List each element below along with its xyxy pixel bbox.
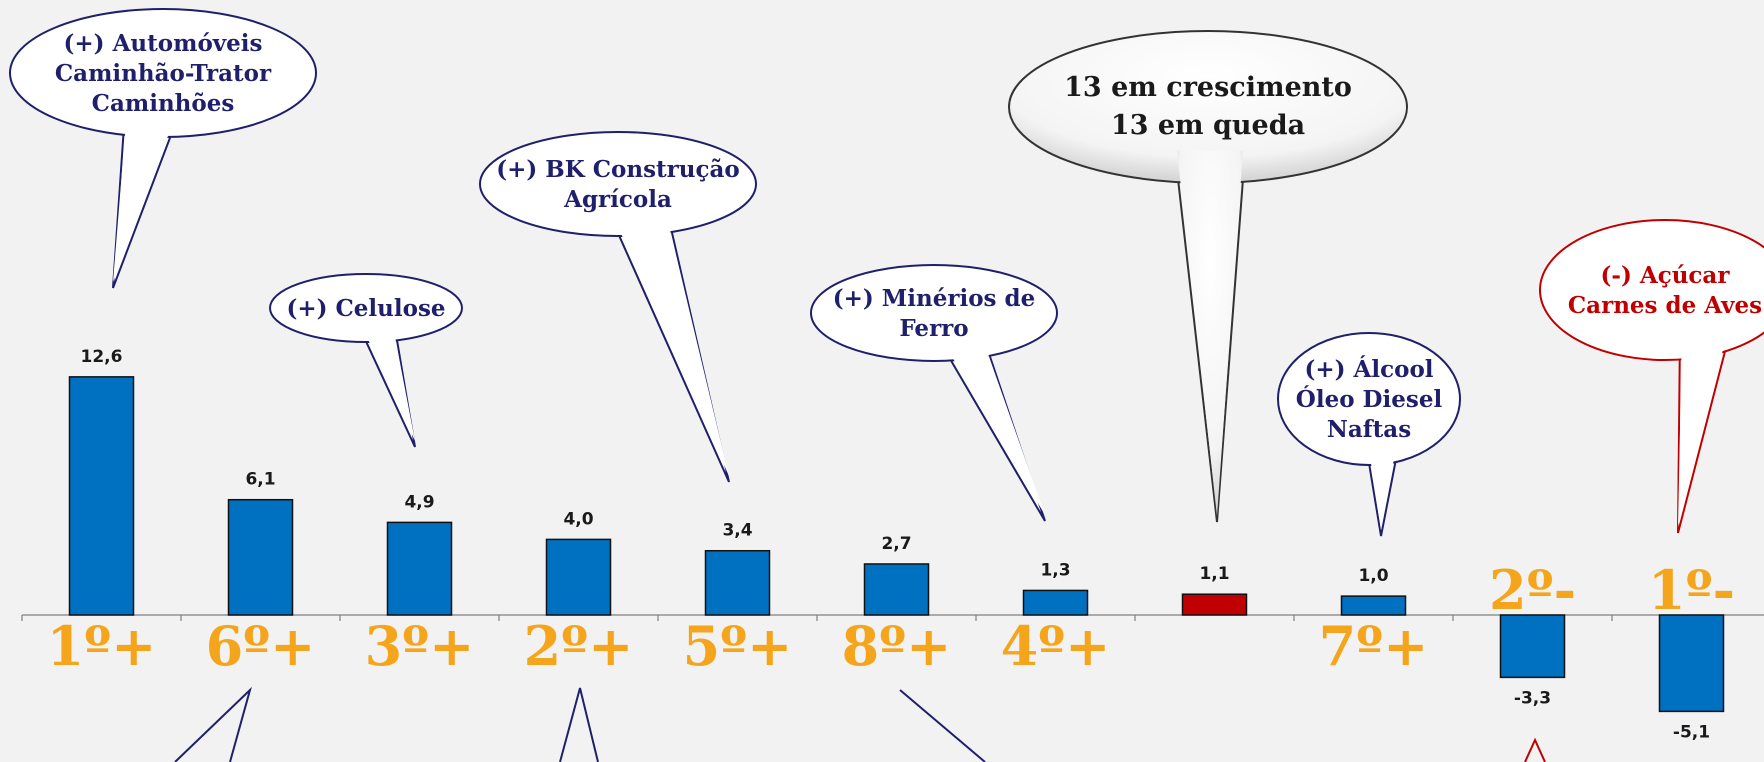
rank-label: 3º+ (365, 614, 475, 678)
data-label: 3,4 (722, 521, 752, 541)
bar (386, 521, 453, 616)
annotation-callout: (-) Açúcar Carnes de Aves (1539, 219, 1764, 534)
data-label: 12,6 (81, 347, 123, 367)
bar (1499, 614, 1566, 679)
callout-bubble (1277, 332, 1461, 466)
callout-pointer-fill (612, 213, 729, 476)
callout-pointer-fill (1177, 150, 1243, 516)
callout-bubble (810, 264, 1058, 362)
callout-pointer-fill (1367, 436, 1398, 530)
annotation-callout: (+) Celulose (269, 273, 463, 448)
callout-bubble (1539, 219, 1764, 361)
bar (1181, 593, 1248, 616)
summary-callout: 13 em crescimento 13 em queda (1008, 30, 1408, 523)
data-label: 4,0 (563, 509, 593, 529)
value-labels: 12,6 6,1 4,9 4,0 3,4 2,7 1,3 1,1 1,0 -3,3 -5,1 (81, 347, 1711, 743)
callout-text: (+) BK Construção (496, 156, 740, 183)
callout-pointer-fill (942, 339, 1045, 515)
rank-label: 1º- (1648, 558, 1735, 622)
callout-text: Agrícola (563, 186, 672, 213)
rank-label: 4º+ (1001, 614, 1111, 678)
bars (68, 376, 1725, 713)
callout-text: (+) Álcool (1304, 356, 1433, 383)
data-label: 6,1 (245, 470, 275, 490)
callout-text: 13 em crescimento (1064, 72, 1352, 103)
callout-text: Carnes de Aves (1568, 292, 1762, 319)
bar (1340, 595, 1407, 616)
annotation-callout: (+) BK Construção Agrícola (479, 131, 757, 483)
rank-label: 7º+ (1319, 614, 1429, 678)
bar (68, 376, 135, 616)
callout-text: Naftas (1327, 416, 1411, 443)
callouts: (+) AutomóveisCaminhão-TratorCaminhões(+… (9, 8, 1764, 537)
rank-label: 5º+ (683, 614, 793, 678)
callout-bubble (269, 273, 463, 343)
bar (1022, 589, 1089, 616)
callout-text: Caminhões (92, 90, 235, 117)
annotation-callout: (+) Automóveis Caminhão-Trator Caminhões (9, 8, 317, 289)
annotation-callout: (+) Álcool Óleo Diesel Naftas (1277, 332, 1461, 537)
bar (227, 498, 294, 616)
rank-label: 1º+ (47, 614, 157, 678)
callout-pointer (899, 689, 986, 762)
callout-text: (+) Automóveis (64, 30, 263, 57)
rank-label: 8º+ (842, 614, 952, 678)
callout-pointer-fill (1678, 330, 1728, 527)
callout-pointer-fill (362, 326, 415, 441)
callout-pointer (1524, 737, 1546, 762)
data-label: 1,3 (1040, 560, 1070, 580)
bar (863, 563, 930, 616)
data-label: 2,7 (881, 534, 911, 554)
callout-pointer-fill (113, 109, 178, 283)
callout-bubble (479, 131, 757, 237)
rank-labels: 1º+ 6º+ 3º+ 2º+ 5º+ 8º+ 4º+ 7º+ 2º- 1º- (47, 558, 1735, 678)
callout-text: (+) Minérios de (833, 285, 1035, 312)
callout-text: 13 em queda (1111, 110, 1305, 141)
callout-pointer (559, 687, 599, 762)
callout-pointer (174, 686, 252, 762)
callout-text: (+) Celulose (286, 295, 445, 322)
data-label: -5,1 (1673, 722, 1710, 742)
rank-label: 2º+ (524, 614, 634, 678)
bar (704, 549, 771, 616)
callout-text: (-) Açúcar (1601, 262, 1731, 289)
data-label: 1,0 (1358, 566, 1388, 586)
callout-text: Ferro (899, 315, 968, 342)
data-label: 1,1 (1199, 564, 1229, 584)
rank-label: 2º- (1489, 558, 1576, 622)
data-label: -3,3 (1514, 688, 1551, 708)
bottom-callout-tails (174, 686, 1546, 762)
bar (1658, 614, 1725, 713)
data-label: 4,9 (404, 492, 434, 512)
callout-text: Caminhão-Trator (55, 60, 272, 87)
callout-text: Óleo Diesel (1296, 386, 1443, 413)
rank-label: 6º+ (206, 614, 316, 678)
bar (545, 538, 612, 616)
annotation-callout: (+) Minérios de Ferro (810, 264, 1058, 522)
